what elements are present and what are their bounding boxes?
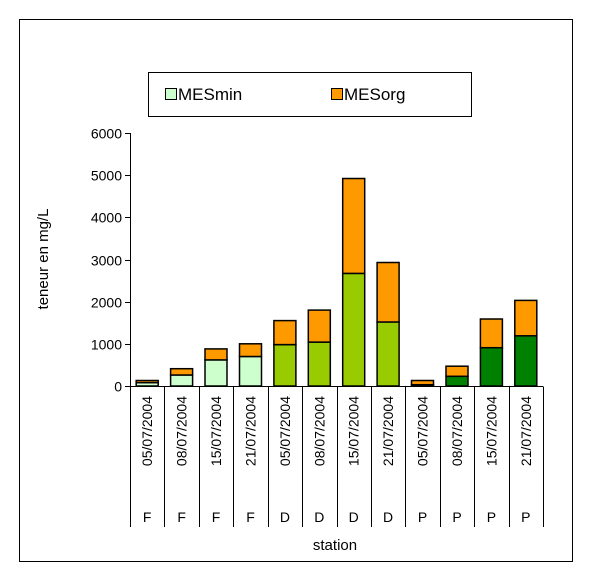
x-tick-label-station: F bbox=[212, 509, 221, 525]
legend: MESmin MESorg bbox=[149, 73, 472, 117]
bar-mesmin-11 bbox=[515, 336, 537, 386]
x-tick-label-date: 08/07/2004 bbox=[174, 396, 190, 466]
bar-mesorg-7 bbox=[377, 263, 399, 323]
bar-mesmin-4 bbox=[274, 345, 296, 386]
legend-swatch-mesorg bbox=[332, 89, 343, 100]
x-axis-label: station bbox=[313, 537, 357, 554]
bar-mesmin-5 bbox=[308, 342, 330, 386]
bar-mesorg-11 bbox=[515, 300, 537, 335]
x-tick-label-date: 05/07/2004 bbox=[139, 396, 155, 466]
x-tick-label-station: D bbox=[280, 509, 290, 525]
x-tick-label-station: D bbox=[383, 509, 393, 525]
y-axis-label: teneur en mg/L bbox=[35, 209, 52, 310]
bar-mesorg-5 bbox=[308, 310, 330, 342]
x-tick-label-station: P bbox=[452, 509, 461, 525]
x-tick-label-date: 21/07/2004 bbox=[380, 396, 396, 466]
bar-mesmin-6 bbox=[343, 273, 365, 386]
x-tick-label-station: F bbox=[143, 509, 152, 525]
bar-mesorg-4 bbox=[274, 321, 296, 345]
legend-swatch-mesmin bbox=[166, 89, 177, 100]
bar-mesorg-0 bbox=[136, 381, 158, 383]
bar-mesmin-9 bbox=[446, 376, 468, 386]
x-tick-label-date: 08/07/2004 bbox=[311, 396, 327, 466]
bar-mesorg-1 bbox=[171, 369, 193, 375]
bar-mesorg-6 bbox=[343, 179, 365, 274]
bar-mesmin-10 bbox=[480, 348, 502, 386]
x-tick-label-station: F bbox=[246, 509, 255, 525]
bar-mesorg-3 bbox=[240, 344, 262, 357]
y-tick-label: 2000 bbox=[91, 295, 122, 311]
bar-mesmin-3 bbox=[240, 357, 262, 387]
x-tick-label-station: P bbox=[418, 509, 427, 525]
x-tick-label-station: P bbox=[487, 509, 496, 525]
x-tick-label-date: 21/07/2004 bbox=[243, 396, 259, 466]
x-tick-label-date: 05/07/2004 bbox=[415, 396, 431, 466]
x-tick-label-station: F bbox=[177, 509, 186, 525]
legend-label-mesmin: MESmin bbox=[178, 85, 242, 104]
y-tick-label: 4000 bbox=[91, 210, 122, 226]
bar-mesmin-1 bbox=[171, 375, 193, 386]
y-tick-label: 1000 bbox=[91, 337, 122, 353]
bar-mesorg-9 bbox=[446, 366, 468, 376]
bar-mesmin-2 bbox=[205, 360, 227, 386]
bar-mesorg-10 bbox=[480, 319, 502, 348]
bar-mesmin-7 bbox=[377, 322, 399, 386]
bar-mesorg-8 bbox=[412, 381, 434, 385]
x-tick-label-date: 08/07/2004 bbox=[449, 396, 465, 466]
legend-label-mesorg: MESorg bbox=[344, 85, 405, 104]
x-tick-label-station: P bbox=[521, 509, 530, 525]
y-tick-label: 5000 bbox=[91, 168, 122, 184]
y-tick-label: 6000 bbox=[91, 126, 122, 142]
x-tick-label-date: 15/07/2004 bbox=[208, 396, 224, 466]
y-tick-label: 3000 bbox=[91, 253, 122, 269]
x-tick-label-station: D bbox=[314, 509, 324, 525]
x-tick-label-date: 15/07/2004 bbox=[346, 396, 362, 466]
x-tick-label-date: 15/07/2004 bbox=[483, 396, 499, 466]
x-tick-label-station: D bbox=[349, 509, 359, 525]
x-tick-label-date: 05/07/2004 bbox=[277, 396, 293, 466]
x-tick-label-date: 21/07/2004 bbox=[518, 396, 534, 466]
bar-mesorg-2 bbox=[205, 349, 227, 360]
y-tick-label: 0 bbox=[114, 379, 122, 395]
